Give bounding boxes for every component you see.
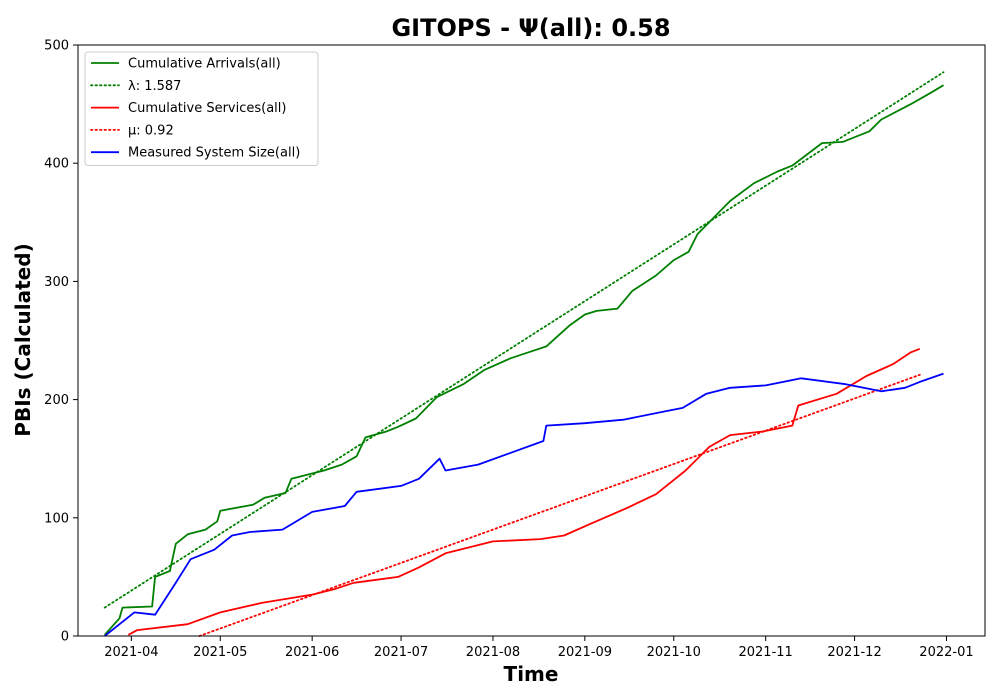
x-tick-label: 2022-01 bbox=[919, 645, 973, 660]
legend-label: Cumulative Arrivals(all) bbox=[128, 57, 281, 72]
legend-label: λ: 1.587 bbox=[128, 79, 181, 94]
series-line-cumulative-arrivals-all bbox=[104, 84, 944, 636]
x-tick-label: 2021-07 bbox=[374, 645, 428, 660]
y-tick-label: 100 bbox=[44, 511, 69, 526]
legend-label: Cumulative Services(all) bbox=[128, 101, 286, 116]
legend-label: Measured System Size(all) bbox=[128, 146, 300, 161]
series-line-cumulative-services-all bbox=[127, 347, 921, 636]
x-axis: 2021-04 2021-05 2021-06 2021-07 2021-08 2021-… bbox=[104, 636, 974, 660]
x-tick-label: 2021-08 bbox=[466, 645, 520, 660]
y-tick-label: 500 bbox=[44, 39, 69, 54]
plot-area bbox=[103, 71, 945, 637]
x-axis-title: Time bbox=[504, 662, 559, 686]
x-tick-label: 2021-09 bbox=[558, 645, 612, 660]
y-tick-label: 300 bbox=[44, 275, 69, 290]
plot-frame bbox=[77, 44, 986, 637]
series-line-0-92 bbox=[198, 373, 921, 637]
legend-label: μ: 0.92 bbox=[128, 123, 174, 138]
x-tick-label: 2021-05 bbox=[193, 645, 247, 660]
x-tick-label: 2021-06 bbox=[285, 645, 339, 660]
x-tick-label: 2021-04 bbox=[104, 645, 158, 660]
x-tick-label: 2021-11 bbox=[738, 645, 792, 660]
y-axis-title: PBIs (Calculated) bbox=[11, 243, 35, 436]
series-line-measured-system-size-all bbox=[104, 372, 944, 637]
x-tick-label: 2021-12 bbox=[827, 645, 881, 660]
y-tick-label: 200 bbox=[44, 393, 69, 408]
legend: Cumulative Arrivals(all) λ: 1.587 Cumulati… bbox=[84, 51, 319, 166]
series-line-1-587 bbox=[103, 71, 945, 609]
legend-box bbox=[84, 51, 319, 166]
y-axis: 0 100 200 300 400 500 bbox=[44, 39, 78, 645]
y-tick-label: 0 bbox=[61, 630, 69, 645]
x-tick-label: 2021-10 bbox=[647, 645, 701, 660]
y-tick-label: 400 bbox=[44, 157, 69, 172]
chart-title: GITOPS - Ψ(all): 0.58 bbox=[391, 14, 670, 42]
